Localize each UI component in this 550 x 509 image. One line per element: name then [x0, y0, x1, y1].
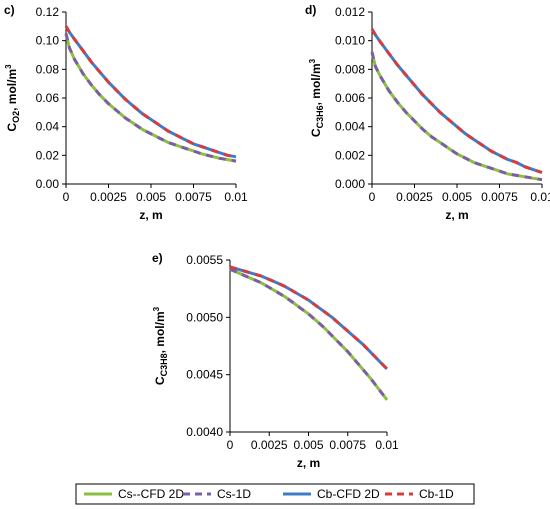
- panel-e: 0.0040 0.0045 0.0050 0.0055 0 0.0025 0.005 0.00…: [152, 251, 399, 470]
- panel-c: 0.00 0.02 0.04 0.06 0.08 0.10 0.12 0 0.0025 0.005…: [4, 3, 248, 222]
- y-tick-label: 0.0045: [186, 368, 223, 382]
- x-tick-label: 0.01: [530, 190, 550, 204]
- x-tick-label: 0.0075: [481, 190, 518, 204]
- panel-label: e): [152, 251, 163, 265]
- x-tick-label: 0: [227, 438, 234, 452]
- y-tick-label: 0.0050: [186, 310, 223, 324]
- x-tick-label: 0.01: [224, 190, 248, 204]
- y-tick-label: 0.010: [335, 34, 365, 48]
- panel-d: 0.000 0.002 0.004 0.006 0.008 0.010 0.012 0 0.00…: [305, 3, 550, 222]
- series-line-cs-cfd-2d: [64, 33, 237, 163]
- x-tick-label: 0.005: [293, 438, 323, 452]
- x-tick-label: 0.0025: [251, 438, 288, 452]
- y-tick-label: 0.06: [36, 91, 60, 105]
- legend-label: Cs--CFD 2D: [118, 487, 184, 501]
- y-axis-title: CO2, mol/m3: [4, 64, 21, 132]
- series-line-cb-cfd-2d: [229, 265, 389, 370]
- x-tick-label: 0.0075: [329, 438, 366, 452]
- x-tick-label: 0.01: [375, 438, 399, 452]
- panel-label: c): [4, 3, 15, 17]
- y-tick-label: 0.012: [335, 5, 365, 19]
- series-line-cs-1d: [64, 33, 237, 163]
- series-line-cs-cfd-2d: [229, 267, 389, 401]
- x-tick-label: 0.0025: [396, 190, 433, 204]
- y-axis-title: CC3H8, mol/m3: [152, 306, 169, 385]
- y-tick-label: 0.0040: [186, 425, 223, 439]
- series-line-cs-cfd-2d: [370, 51, 543, 182]
- legend-box: [75, 483, 475, 505]
- x-tick-label: 0.005: [442, 190, 472, 204]
- y-tick-label: 0.08: [36, 62, 60, 76]
- x-axis-title: z, m: [139, 208, 162, 222]
- y-axis-title: CC3H6, mol/m3: [308, 58, 325, 137]
- legend-label: Cs-1D: [217, 487, 251, 501]
- y-tick-label: 0.008: [335, 62, 365, 76]
- y-tick-label: 0.006: [335, 91, 365, 105]
- x-axis-title: z, m: [297, 456, 320, 470]
- x-tick-label: 0.0025: [90, 190, 127, 204]
- y-tick-label: 0.000: [335, 177, 365, 191]
- y-tick-label: 0.04: [36, 120, 60, 134]
- series-line-cb-1d: [229, 265, 389, 370]
- x-tick-label: 0.005: [136, 190, 166, 204]
- y-tick-label: 0.12: [36, 5, 60, 19]
- y-tick-label: 0.004: [335, 120, 365, 134]
- legend-label: Cb-1D: [419, 487, 454, 501]
- panel-label: d): [305, 3, 316, 17]
- x-axis-title: z, m: [445, 208, 468, 222]
- x-tick-label: 0.0075: [175, 190, 212, 204]
- x-tick-label: 0: [369, 190, 376, 204]
- series-line-cs-1d: [370, 51, 543, 182]
- series-line-cb-1d: [64, 25, 237, 159]
- series-line-cb-1d: [370, 28, 543, 174]
- y-tick-label: 0.00: [36, 177, 60, 191]
- legend-label: Cb-CFD 2D: [317, 487, 380, 501]
- legend: Cs--CFD 2D Cs-1D Cb-CFD 2D Cb-1D: [75, 483, 475, 505]
- y-tick-label: 0.002: [335, 148, 365, 162]
- y-tick-label: 0.0055: [186, 253, 223, 267]
- y-tick-label: 0.02: [36, 148, 60, 162]
- series-line-cb-cfd-2d: [64, 25, 237, 159]
- series-line-cs-1d: [229, 267, 389, 401]
- y-tick-label: 0.10: [36, 34, 60, 48]
- x-tick-label: 0: [63, 190, 70, 204]
